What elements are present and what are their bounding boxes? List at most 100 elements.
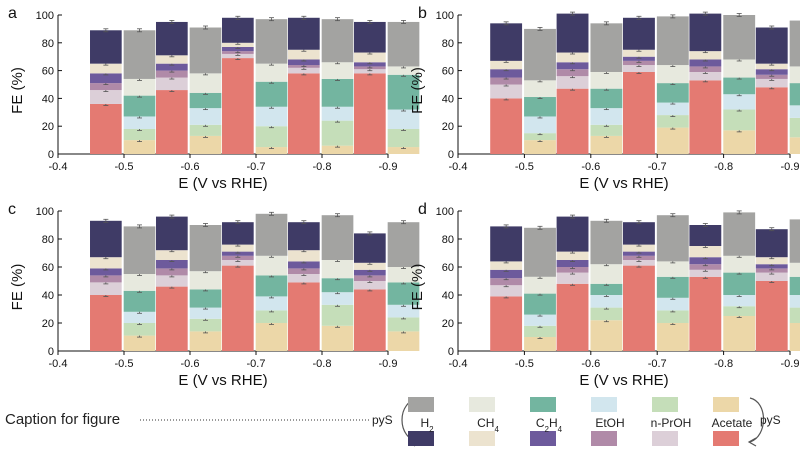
x-tick-label: -0.9 [379,358,398,370]
bar-segment-acetate-control [524,337,556,351]
bar-segment-ch4-control [590,264,623,284]
bar-segment-n-proh-control [387,128,420,148]
legend-swatch-5-control [713,397,739,412]
bar-segment-acetate-control [321,325,354,351]
bar-segment-h2-pys [689,225,722,246]
y-tick-label: 0 [48,346,54,358]
bar-segment-acetate-pys [222,265,254,351]
bar-segment-h2-control [189,225,222,272]
bar-segment-h2-pys [490,23,523,61]
bar-segment-ch4-pys [556,52,589,63]
x-tick-label: -0.4 [449,161,468,173]
panel-letter: d [418,201,427,218]
bar-segment-h2-pys [156,216,188,251]
bar-segment-n-proh-pys [689,269,722,277]
bar-segment-n-proh-control [255,310,288,323]
bar-segment-h2-pys [222,222,254,245]
bar-segment-c2h4-pys [156,260,188,269]
y-axis-title: FE (%) [9,264,26,311]
bar-segment-ch4-pys [556,251,589,260]
y-axis-title: FE (%) [9,67,26,114]
bar-segment-ch4-control [524,276,556,294]
bar-segment-etoh-control [590,295,623,308]
bar-segment-ch4-pys [689,246,722,258]
bar-segment-n-proh-pys [354,69,386,74]
bar-segment-etoh-pys [556,69,589,77]
y-axis-title: FE (%) [409,67,426,114]
bar-segment-ch4-control [723,59,756,78]
bar-segment-etoh-pys [222,255,254,260]
bar-segment-etoh-pys [90,275,122,283]
legend-swatch-1-control [469,397,495,412]
x-tick-label: -0.7 [247,358,266,370]
bar-segment-ch4-control [789,66,800,84]
bar-segment-h2-control [656,215,689,262]
bar-segment-c2h4-control [590,88,623,109]
bar-segment-acetate-control [656,323,689,351]
bar-segment-ch4-pys [490,60,523,70]
bar-segment-ch4-pys [90,257,122,269]
x-axis-title: E (V vs RHE) [178,372,267,389]
bar-segment-n-proh-control [656,115,689,128]
bar-segment-ch4-pys [288,49,320,60]
bar-segment-acetate-control [387,331,420,351]
bar-segment-ch4-control [387,66,420,75]
bar-segment-ch4-pys [490,261,523,270]
bar-segment-etoh-pys [90,83,122,91]
x-tick-label: -0.4 [49,358,68,370]
legend-swatch-4-pys [652,431,678,446]
bar-segment-acetate-pys [354,73,386,154]
bar-segment-etoh-pys [623,255,655,260]
bar-segment-n-proh-pys [156,77,188,91]
legend-label-1: CH4 [477,416,499,434]
bar-segment-acetate-pys [354,289,386,351]
legend-label-5: Acetate [712,416,753,430]
bar-segment-c2h4-control [255,275,288,297]
x-tick-label: -0.8 [313,161,332,173]
y-tick-label: 60 [442,262,454,274]
caption-text: Caption for figure [5,411,120,428]
legend-swatch-4-control [652,397,678,412]
bar-segment-h2-control [255,19,288,64]
bar-segment-c2h4-pys [490,269,523,279]
bar-segment-c2h4-control [524,293,556,315]
x-tick-label: -0.8 [313,358,332,370]
bar-segment-n-proh-pys [689,71,722,81]
bar-segment-etoh-control [387,304,420,318]
bar-segment-etoh-control [524,116,556,134]
bar-segment-h2-control [189,27,222,74]
y-tick-label: 60 [42,66,54,78]
bar-segment-h2-control [524,227,556,277]
bar-segment-n-proh-control [524,325,556,337]
bar-segment-etoh-control [123,116,156,129]
bar-segment-ch4-control [189,73,222,93]
bar-segment-etoh-pys [689,264,722,270]
bar-segment-etoh-pys [755,74,788,79]
bar-segment-ch4-control [321,260,354,279]
bar-segment-c2h4-control [656,83,689,103]
bar-segment-etoh-control [387,109,420,129]
bar-segment-c2h4-control [723,77,756,95]
y-axis-title: FE (%) [409,264,426,311]
y-tick-label: 100 [36,206,54,218]
bar-segment-etoh-control [189,307,222,319]
bar-segment-ch4-pys [354,52,386,63]
bar-segment-n-proh-pys [90,282,122,295]
bar-segment-c2h4-control [123,95,156,117]
x-tick-label: -0.5 [515,161,534,173]
bar-segment-c2h4-control [590,283,623,295]
bar-segment-ch4-control [789,262,800,277]
bar-segment-c2h4-control [321,78,354,107]
bar-segment-h2-control [255,213,288,256]
bar-segment-ch4-pys [623,49,655,57]
bar-segment-c2h4-pys [556,62,589,70]
bar-segment-acetate-pys [556,88,589,154]
legend-swatch-0-control [408,397,434,412]
bar-segment-ch4-control [387,267,420,283]
bar-segment-etoh-control [656,297,689,311]
bar-segment-ch4-pys [288,250,320,262]
bar-segment-h2-pys [490,226,523,262]
x-tick-label: -0.8 [714,358,733,370]
bar-segment-c2h4-pys [755,69,788,75]
bar-segment-n-proh-pys [90,90,122,104]
